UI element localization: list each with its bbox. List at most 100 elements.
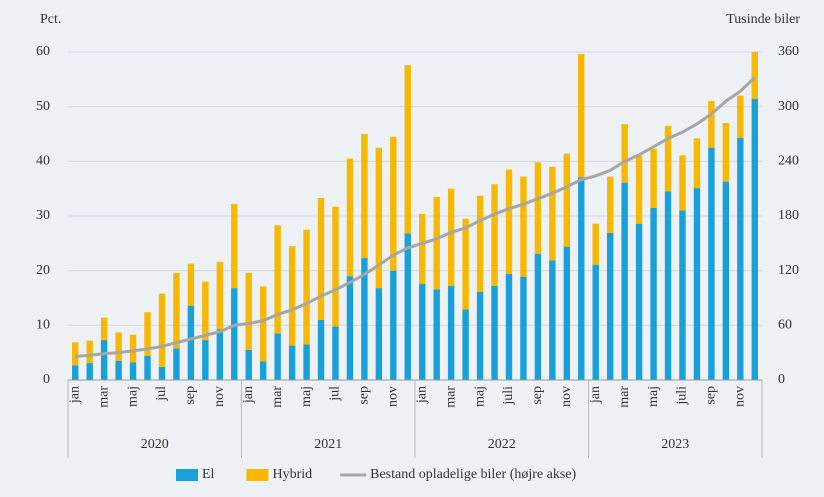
bar-segment [520, 176, 527, 277]
y-tick-label: 60 [36, 44, 50, 59]
x-tick-label: nov [386, 386, 401, 407]
bar-segment [751, 99, 758, 380]
bar-segment [491, 184, 498, 286]
bar-segment [650, 148, 657, 208]
bar-segment [86, 363, 93, 380]
bar-segment [693, 138, 701, 189]
bar-segment [578, 54, 585, 178]
x-group-label: 2022 [488, 437, 516, 452]
bar-segment [563, 153, 571, 247]
legend-label: Hybrid [272, 467, 312, 482]
bar-segment [549, 166, 556, 261]
x-tick-label: sep [183, 386, 198, 405]
bar-segment [231, 288, 238, 380]
bar-segment [173, 348, 180, 380]
bar-segment [664, 125, 672, 192]
bar-segment [72, 365, 79, 380]
y2-tick-label: 360 [778, 44, 799, 59]
x-tick-label: mar [270, 386, 285, 408]
bar-segment [129, 362, 137, 380]
bar-segment [245, 272, 252, 350]
bar-segment [476, 195, 484, 292]
bar-segment [144, 355, 151, 380]
bar-segment [231, 203, 238, 289]
bar-segment [737, 137, 744, 380]
bar-segment [404, 65, 411, 234]
bar-segment [72, 342, 79, 366]
bar-segment [621, 182, 628, 380]
bar-segment [187, 305, 195, 380]
bar-segment [332, 326, 339, 380]
bar-segment [491, 285, 498, 380]
x-tick-label: juli [675, 386, 690, 406]
bar-segment [708, 147, 715, 380]
bar-segment [433, 196, 440, 290]
x-tick-label: maj [125, 386, 140, 407]
bar-segment [390, 270, 397, 380]
bar-segment [606, 232, 614, 380]
bar-segment [303, 344, 310, 380]
y-tick-label: 50 [36, 99, 50, 114]
bar-segment [346, 276, 354, 380]
bar-segment [202, 340, 209, 380]
x-tick-label: mar [617, 386, 632, 408]
bar-segment [650, 207, 657, 380]
bar-segment [679, 155, 686, 211]
bar-segment [115, 360, 122, 380]
bar-segment [303, 229, 310, 345]
y2-tick-label: 180 [778, 208, 799, 223]
bar-segment [534, 253, 542, 380]
bar-segment [361, 134, 368, 259]
bar-segment [332, 206, 339, 327]
bar-segment [115, 332, 122, 361]
bar-segment [317, 197, 325, 320]
bar-segment [549, 260, 556, 380]
bar-segment [505, 169, 513, 274]
bar-segment [679, 210, 686, 380]
x-tick-label: mar [96, 386, 111, 408]
x-tick-label: maj [646, 386, 661, 407]
bar-segment [606, 176, 614, 233]
bar-segment [592, 264, 599, 380]
bar-segment [100, 317, 108, 341]
y2-tick-label: 60 [778, 318, 792, 333]
x-tick-label: jul [328, 386, 343, 402]
bar-segment [462, 218, 469, 310]
bar-segment [722, 123, 730, 182]
bar-segment [173, 272, 180, 349]
bar-segment [737, 95, 744, 138]
bar-segment [259, 361, 267, 380]
bar-segment [187, 263, 195, 306]
x-tick-label: maj [299, 386, 314, 407]
x-tick-label: jan [414, 386, 429, 404]
bar-segment [288, 345, 296, 380]
bar-segment [346, 158, 354, 277]
legend-label: Bestand opladelige biler (højre akse) [370, 467, 576, 482]
bar-segment [202, 281, 209, 341]
bar-segment [245, 349, 252, 380]
x-group-label: 2020 [141, 437, 169, 452]
bar-segment [722, 181, 730, 380]
bar-segment [664, 191, 672, 380]
bar-segment [476, 291, 484, 380]
x-tick-label: jan [588, 386, 603, 404]
x-tick-label: nov [733, 386, 748, 407]
bar-segment [462, 309, 469, 380]
y2-tick-label: 120 [778, 263, 799, 278]
line [75, 76, 756, 358]
x-tick-label: jan [241, 386, 256, 404]
bar-segment [375, 288, 383, 380]
bar-segment [259, 286, 267, 362]
x-tick-label: mar [443, 386, 458, 408]
x-tick-label: sep [530, 386, 545, 405]
x-tick-label: jan [67, 386, 82, 404]
x-tick-label: sep [357, 386, 372, 405]
y-tick-label: 30 [36, 208, 50, 223]
bar-segment [419, 283, 426, 380]
bar-segment [433, 289, 440, 380]
x-tick-label: juli [501, 386, 516, 406]
y-tick-label: 20 [36, 263, 50, 278]
y-axis-label: Pct. [40, 12, 61, 27]
